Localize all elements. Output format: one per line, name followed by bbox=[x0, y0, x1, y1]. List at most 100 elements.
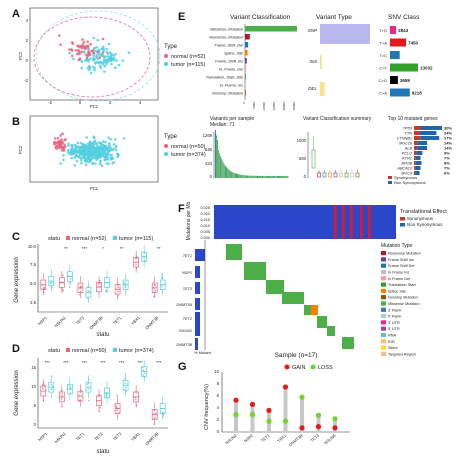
scatter-point bbox=[86, 40, 89, 43]
vps-bar bbox=[271, 175, 273, 178]
mutation-type-swatch bbox=[381, 288, 386, 293]
percent-mutant-bar bbox=[195, 324, 200, 336]
top10-bar-nonsyn bbox=[416, 151, 423, 155]
scatter-point bbox=[107, 136, 110, 140]
loss-label: LOSS bbox=[318, 365, 333, 371]
box-point bbox=[153, 423, 155, 425]
percent-mutant-bar bbox=[195, 338, 198, 350]
variant-class-bar bbox=[245, 42, 249, 48]
box-point bbox=[61, 405, 63, 407]
box-point bbox=[106, 286, 108, 289]
significance-mark: *** bbox=[45, 360, 51, 365]
scatter-point bbox=[88, 140, 92, 144]
box-point bbox=[105, 395, 108, 397]
box-point bbox=[99, 283, 101, 285]
vps-bar bbox=[258, 175, 259, 178]
scatter-point bbox=[62, 153, 65, 157]
scatter-point bbox=[96, 51, 99, 54]
box-category-label: TET1 bbox=[75, 431, 86, 442]
top10-gene-label: ALB bbox=[404, 147, 413, 151]
synonymous-swatch bbox=[388, 176, 392, 179]
snv-class-bars: T>G 2843 T>A 7450 T>C C>T 13032 C>G 3659 C>A 9218 bbox=[379, 26, 433, 97]
mutation-type-swatch bbox=[381, 351, 386, 356]
mutation-type-label: Nonstop Mutation bbox=[388, 296, 418, 300]
box-point bbox=[153, 295, 155, 297]
box-point bbox=[117, 295, 119, 297]
scatter-point bbox=[84, 53, 88, 56]
scatter-point bbox=[92, 150, 95, 154]
vcs-box bbox=[339, 172, 343, 178]
scatter-point bbox=[76, 141, 80, 145]
scatter-point bbox=[111, 157, 115, 160]
vps-bar bbox=[240, 174, 242, 178]
cnv-gain-point bbox=[233, 397, 239, 403]
scatter-point bbox=[110, 62, 113, 66]
panel-a-xticks: -2 0 2 4 bbox=[48, 100, 142, 105]
significance-mark: *** bbox=[100, 360, 106, 365]
mutation-type-swatch bbox=[381, 301, 386, 306]
scatter-point bbox=[86, 53, 90, 56]
oncoplot-gene-label: DNMT3B bbox=[176, 343, 192, 347]
box-point bbox=[80, 391, 82, 393]
box-point bbox=[153, 287, 155, 289]
panel-d-ytick: 5 bbox=[34, 403, 37, 408]
box-point bbox=[154, 416, 156, 419]
panel-f: F Mutations per Mb 0.025 0.020 0.015 0.0… bbox=[176, 201, 447, 359]
box-point bbox=[124, 378, 126, 380]
percent-mutant-bars bbox=[195, 240, 206, 350]
vps-bar bbox=[217, 139, 218, 178]
box-point bbox=[143, 252, 146, 254]
cnv-loss-point bbox=[299, 394, 305, 400]
scatter-point bbox=[87, 50, 90, 53]
snv-class-bar bbox=[390, 51, 400, 59]
tmb-sample-bar bbox=[334, 205, 337, 239]
variant-type-bars: SNP INS DEL bbox=[308, 24, 370, 96]
scatter-point bbox=[82, 40, 86, 44]
synonymous-label: Synonymous bbox=[394, 175, 417, 180]
snv-class-label: C>A bbox=[379, 91, 387, 96]
scatter-point bbox=[93, 68, 96, 72]
mutation-type-label: Frame Shift Ins bbox=[388, 258, 414, 262]
box-point bbox=[60, 390, 63, 392]
top10-gene-label: ABCA13 bbox=[396, 167, 412, 171]
top10-percent: 9% bbox=[444, 151, 450, 156]
scatter-point bbox=[101, 37, 105, 41]
scatter-point bbox=[88, 145, 92, 149]
top10-bar-synonymous bbox=[414, 146, 418, 150]
vcs-box bbox=[355, 172, 360, 178]
variant-class-bar bbox=[245, 82, 246, 88]
vps-ytick: 846 bbox=[205, 147, 213, 152]
vps-bar bbox=[246, 175, 248, 178]
scatter-point bbox=[99, 61, 102, 64]
legend-normal-swatch bbox=[66, 236, 70, 240]
box-point bbox=[142, 369, 144, 371]
scatter-point bbox=[76, 151, 80, 154]
panel-d-boxes: *** NSP1 *** NSUN2 *** TET1 *** TET2 *** TET3 *** Y… bbox=[37, 359, 166, 446]
panel-c-xlabel: statu bbox=[96, 332, 109, 338]
box-point bbox=[105, 392, 107, 394]
panel-a-xlabel: PC1 bbox=[90, 104, 99, 109]
vps-bar bbox=[250, 175, 252, 178]
box-point bbox=[99, 407, 101, 409]
legend-tumor-swatch bbox=[164, 152, 168, 156]
panel-c: C statu normal (n=52) tumor (n=115) 2.5 … bbox=[12, 231, 168, 338]
box-point bbox=[79, 293, 81, 296]
scatter-point bbox=[100, 143, 103, 146]
variant-type-label: DEL bbox=[308, 86, 317, 91]
vps-bar bbox=[281, 175, 283, 178]
snv-class-bar bbox=[390, 63, 418, 72]
variant-class-label: Splice_Site bbox=[224, 52, 243, 56]
box-category-label: TET3 bbox=[112, 431, 123, 442]
scatter-point bbox=[78, 145, 82, 149]
box-point bbox=[143, 376, 146, 379]
scatter-point bbox=[83, 156, 86, 160]
vps-bar bbox=[232, 172, 234, 178]
box-point bbox=[87, 289, 89, 291]
vps-bar bbox=[215, 130, 216, 178]
top10-bar-nonsyn bbox=[420, 136, 440, 140]
scatter-point bbox=[96, 157, 99, 160]
box-point bbox=[51, 385, 53, 387]
scatter-point bbox=[85, 56, 89, 60]
box-point bbox=[154, 289, 156, 292]
